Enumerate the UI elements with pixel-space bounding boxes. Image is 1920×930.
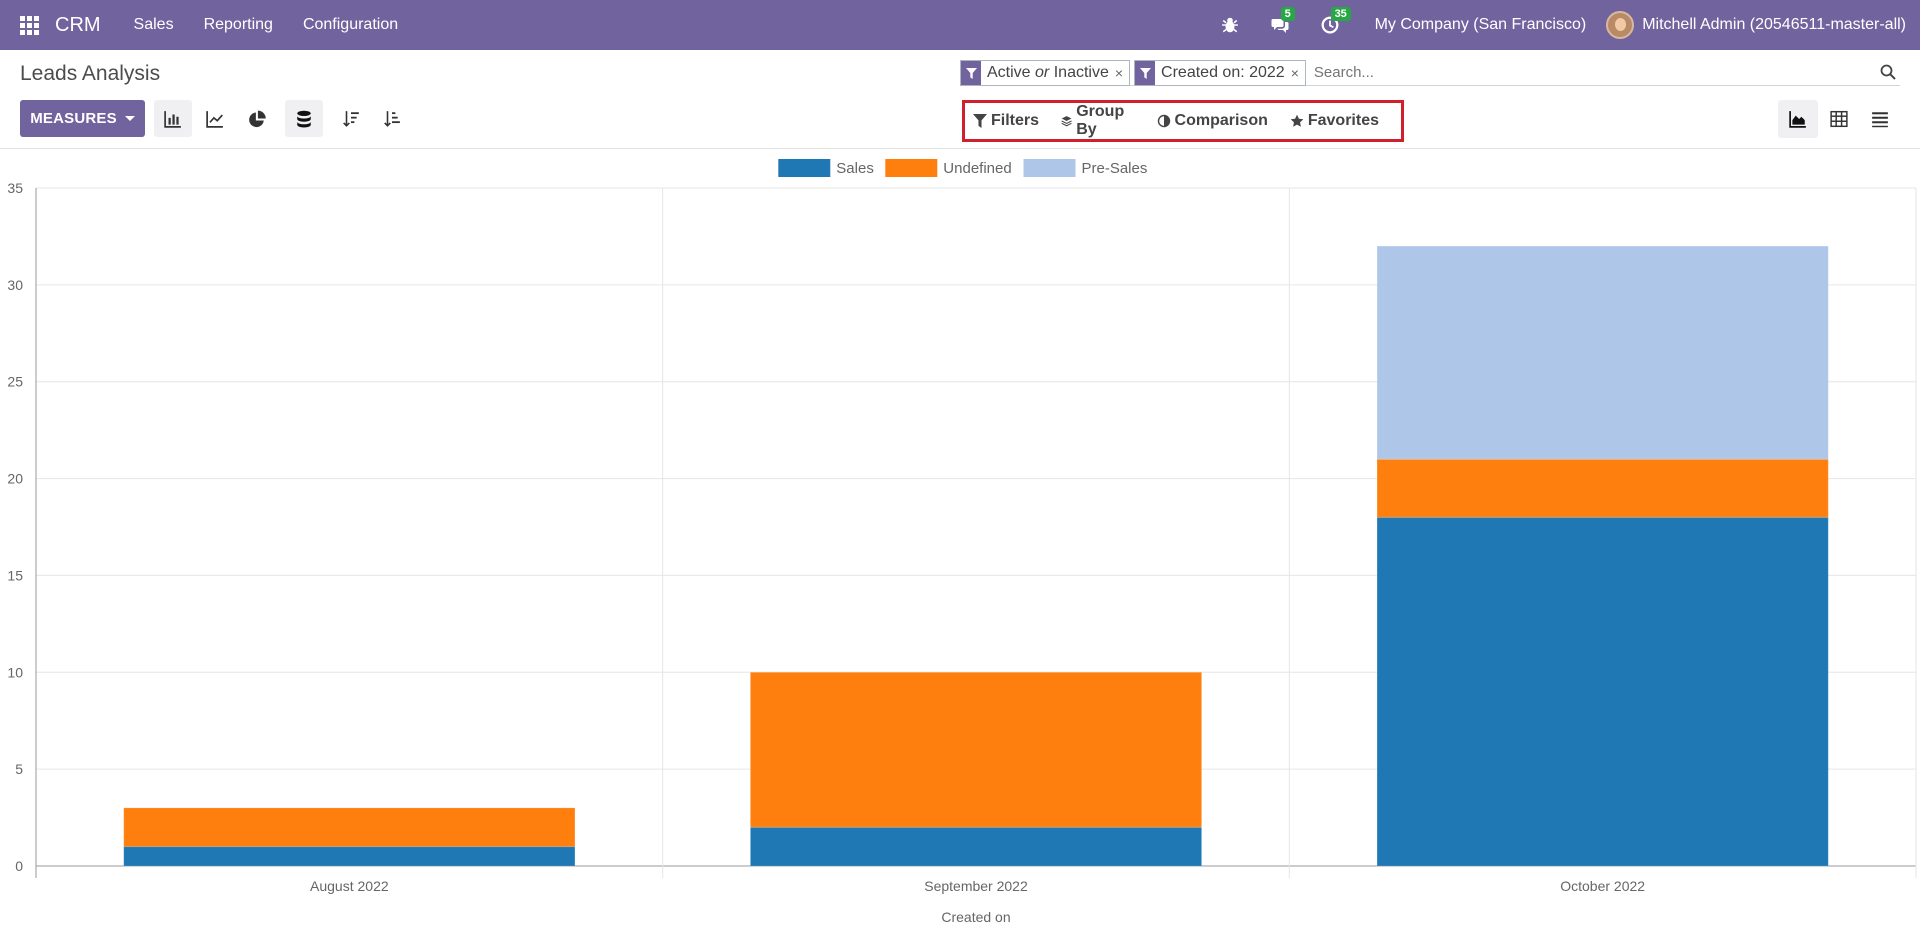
control-panel-divider (0, 148, 1920, 149)
legend-swatch (885, 159, 938, 177)
bar-chart-button[interactable] (154, 100, 192, 137)
y-tick-label: 20 (7, 471, 23, 487)
y-tick-label: 35 (7, 180, 23, 196)
search-icon[interactable] (1876, 60, 1900, 84)
line-chart-button[interactable] (196, 100, 234, 137)
legend-label: Sales (836, 160, 874, 177)
activities-badge: 35 (1330, 7, 1351, 21)
apps-menu-icon[interactable] (20, 15, 40, 35)
measures-dropdown-button[interactable]: MEASURES (20, 100, 145, 137)
x-tick-label: October 2022 (1560, 878, 1645, 894)
funnel-icon (1135, 61, 1156, 85)
bar-sales (1376, 516, 1829, 867)
messages-icon[interactable]: 5 (1268, 7, 1295, 37)
y-tick-label: 15 (7, 567, 23, 583)
list-view-button[interactable] (1860, 100, 1900, 138)
y-tick-label: 10 (7, 664, 23, 680)
bar-undefined (749, 671, 1203, 828)
facet-remove-icon[interactable]: × (1114, 65, 1124, 81)
stacked-toggle-button[interactable] (285, 100, 323, 137)
sort-ascending-button[interactable] (373, 100, 411, 137)
star-icon (1290, 114, 1304, 127)
sort-descending-button[interactable] (332, 100, 370, 137)
facet-created-on[interactable]: Created on: 2022 × (1134, 60, 1306, 86)
bar-undefined (1376, 458, 1829, 518)
pivot-view-button[interactable] (1819, 100, 1859, 138)
legend-swatch (778, 159, 831, 177)
debug-bug-icon[interactable] (1218, 13, 1242, 37)
facet-remove-icon[interactable]: × (1290, 65, 1299, 81)
menu-sales[interactable]: Sales (133, 16, 174, 33)
x-tick-label: September 2022 (924, 878, 1028, 894)
y-tick-label: 25 (7, 374, 23, 390)
line-chart-icon (206, 110, 223, 128)
facet-value: Created on: 2022 (1161, 64, 1285, 81)
legend-swatch (1023, 159, 1076, 177)
funnel-icon (961, 61, 981, 85)
bar-undefined (123, 807, 576, 848)
search-input[interactable] (1309, 60, 1876, 84)
x-axis-title: Created on (941, 909, 1010, 925)
graph-view-button[interactable] (1778, 100, 1818, 138)
favorites-dropdown-button[interactable]: Favorites (1290, 112, 1379, 130)
table-grid-icon (1830, 110, 1848, 128)
leads-stacked-bar-chart: 0 5 10 15 20 25 30 35 August 2022 September 2022 O… (7, 159, 1917, 925)
user-menu[interactable]: Mitchell Admin (20546511-master-all) (1642, 16, 1906, 33)
group-by-dropdown-button[interactable]: Group By (1061, 103, 1135, 139)
bar-chart-icon (164, 110, 181, 128)
y-tick-label: 0 (15, 858, 23, 874)
legend-label: Pre-Sales (1082, 160, 1148, 177)
messages-badge: 5 (1280, 7, 1295, 21)
legend-label: Undefined (943, 160, 1011, 177)
bar-pre-sales (1376, 245, 1829, 460)
bar-sales (749, 826, 1203, 867)
comparison-dropdown-button[interactable]: Comparison (1157, 112, 1268, 130)
database-stack-icon (297, 110, 311, 127)
adjust-contrast-icon (1157, 114, 1170, 128)
list-icon (1872, 112, 1888, 128)
pie-chart-button[interactable] (238, 100, 276, 137)
activities-clock-icon[interactable]: 35 (1318, 7, 1351, 37)
menu-reporting[interactable]: Reporting (203, 16, 273, 33)
search-options-highlight: Filters Group By Comparison Favorites (962, 100, 1404, 142)
page-title: Leads Analysis (20, 62, 161, 85)
caret-down-icon (124, 116, 135, 121)
pie-chart-icon (249, 110, 266, 127)
search-bar: Active or Inactive × Created on: 2022 × (960, 60, 1900, 86)
sort-ascending-icon (384, 110, 400, 127)
y-tick-label: 5 (15, 761, 23, 777)
sort-descending-icon (343, 110, 359, 127)
bar-sales (123, 846, 576, 867)
x-tick-label: August 2022 (310, 878, 389, 894)
funnel-icon (973, 114, 987, 128)
layers-icon (1061, 116, 1072, 127)
menu-configuration[interactable]: Configuration (302, 16, 399, 33)
top-navbar: CRM Sales Reporting Configuration 5 35 M… (0, 0, 1920, 50)
area-chart-icon (1789, 111, 1806, 128)
facet-active-inactive[interactable]: Active or Inactive × (960, 60, 1131, 86)
y-tick-label: 30 (7, 277, 23, 293)
filters-dropdown-button[interactable]: Filters (973, 112, 1039, 130)
company-switcher[interactable]: My Company (San Francisco) (1374, 16, 1587, 33)
user-avatar[interactable] (1606, 11, 1635, 39)
app-brand[interactable]: CRM (55, 13, 101, 36)
facet-value: Active or Inactive (987, 64, 1109, 81)
